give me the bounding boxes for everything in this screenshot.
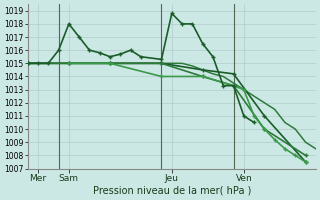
X-axis label: Pression niveau de la mer( hPa ): Pression niveau de la mer( hPa )	[92, 186, 251, 196]
